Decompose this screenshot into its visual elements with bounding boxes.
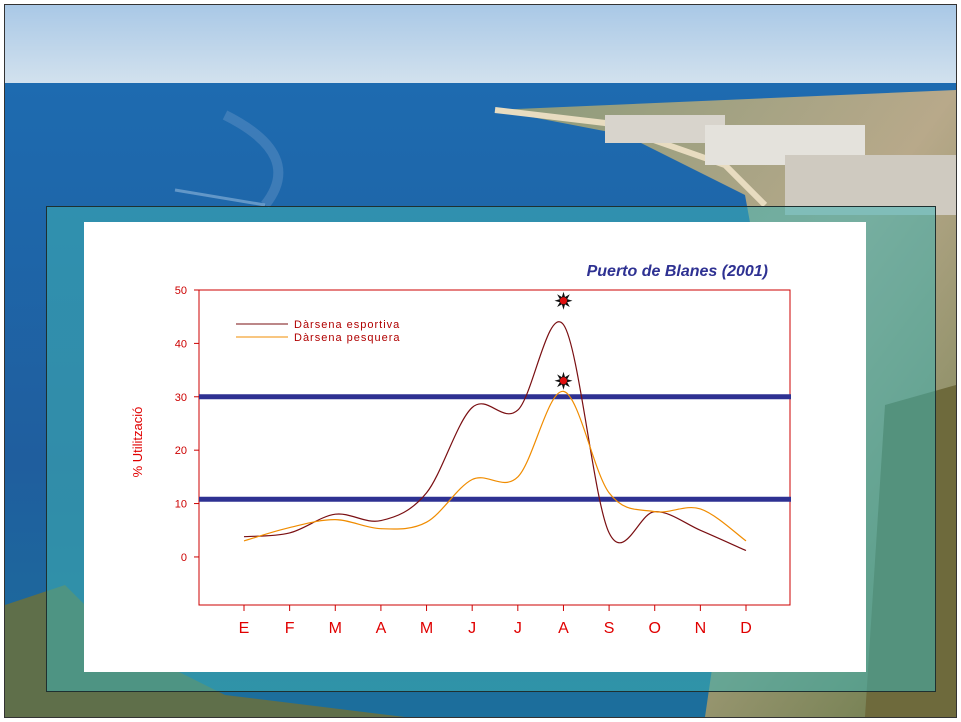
- peak-marker-dot: [559, 297, 568, 305]
- legend-label-esportiva: Dàrsena esportiva: [294, 319, 400, 331]
- chart-title: Puerto de Blanes (2001): [587, 263, 768, 280]
- x-tick-label: J: [468, 620, 476, 637]
- y-tick-label: 30: [175, 392, 187, 404]
- x-tick-label: A: [376, 620, 387, 637]
- x-tick-label: M: [420, 620, 433, 637]
- plot-area-frame: [198, 289, 791, 606]
- peak-marker-dot: [559, 377, 568, 385]
- x-tick-label: E: [239, 620, 250, 637]
- x-tick-label: S: [604, 620, 615, 637]
- series-line-pesquera: [243, 390, 747, 542]
- y-tick-label: 50: [175, 285, 187, 297]
- legend: Dàrsena esportiva Dàrsena pesquera: [236, 319, 401, 344]
- x-tick-label: M: [329, 620, 342, 637]
- x-tick-label: O: [649, 620, 661, 637]
- y-axis-label: % Utilització: [130, 407, 145, 478]
- x-tick-label: D: [740, 620, 752, 637]
- y-tick-label: 40: [175, 338, 187, 350]
- x-tick-label: J: [514, 620, 522, 637]
- chart-card: Puerto de Blanes (2001) 0 10 20 30 40 50 E F M A…: [84, 222, 866, 672]
- line-chart: Puerto de Blanes (2001) 0 10 20 30 40 50 E F M A…: [130, 263, 791, 637]
- legend-label-pesquera: Dàrsena pesquera: [294, 332, 401, 344]
- series-line-esportiva: [243, 321, 747, 552]
- y-tick-label: 10: [175, 499, 187, 511]
- y-tick-label: 20: [175, 445, 187, 457]
- x-tick-label: N: [695, 620, 707, 637]
- x-tick-label: F: [285, 620, 295, 637]
- x-tick-label: A: [558, 620, 569, 637]
- y-tick-label: 0: [181, 552, 187, 564]
